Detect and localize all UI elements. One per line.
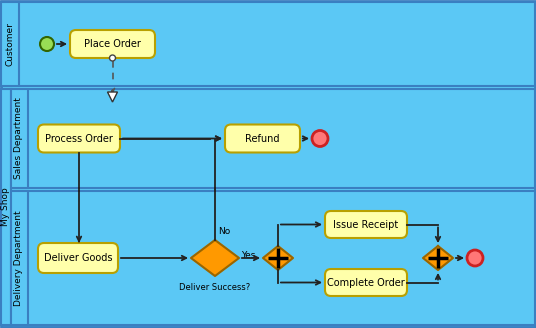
Polygon shape: [108, 92, 117, 102]
Circle shape: [312, 131, 328, 147]
Text: Process Order: Process Order: [45, 133, 113, 144]
Text: Yes: Yes: [241, 251, 255, 259]
Text: Complete Order: Complete Order: [327, 277, 405, 288]
Bar: [11, 191, 28, 325]
Text: Place Order: Place Order: [84, 39, 141, 49]
Text: My Shop: My Shop: [2, 188, 11, 226]
Circle shape: [109, 55, 115, 61]
Polygon shape: [423, 246, 453, 270]
FancyBboxPatch shape: [325, 269, 407, 296]
Text: Issue Receipt: Issue Receipt: [333, 219, 399, 230]
Text: Deliver Goods: Deliver Goods: [44, 253, 112, 263]
Bar: [1, 2, 19, 86]
Bar: [1, 89, 535, 188]
Text: Refund: Refund: [245, 133, 280, 144]
FancyBboxPatch shape: [325, 211, 407, 238]
Text: Delivery Department: Delivery Department: [14, 210, 24, 306]
Bar: [1, 191, 535, 325]
FancyBboxPatch shape: [38, 243, 118, 273]
Bar: [1, 89, 11, 325]
Circle shape: [40, 37, 54, 51]
Bar: [11, 89, 28, 188]
Text: Customer: Customer: [5, 22, 14, 66]
Text: Deliver Success?: Deliver Success?: [180, 283, 251, 292]
Polygon shape: [263, 246, 293, 270]
FancyBboxPatch shape: [38, 125, 120, 153]
Bar: [1, 2, 535, 86]
Text: No: No: [218, 227, 230, 236]
Circle shape: [467, 250, 483, 266]
FancyBboxPatch shape: [70, 30, 155, 58]
Text: Sales Department: Sales Department: [14, 97, 24, 179]
FancyBboxPatch shape: [225, 125, 300, 153]
Polygon shape: [191, 240, 239, 276]
